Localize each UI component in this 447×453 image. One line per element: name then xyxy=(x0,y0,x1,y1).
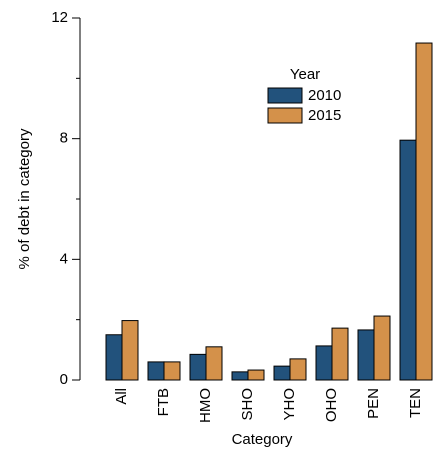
legend-title: Year xyxy=(290,66,320,83)
legend-label: 2015 xyxy=(308,107,341,124)
y-tick-label: 12 xyxy=(51,9,68,26)
x-tick-label: FTB xyxy=(155,388,172,416)
bar xyxy=(373,315,391,381)
bar xyxy=(105,334,123,381)
bar xyxy=(231,371,249,381)
x-tick-label: PEN xyxy=(365,388,382,419)
legend-swatch xyxy=(267,107,303,124)
bar xyxy=(415,42,433,381)
bar xyxy=(189,353,207,381)
x-tick-label: YHO xyxy=(281,388,298,421)
x-tick-label: All xyxy=(113,388,130,405)
bar xyxy=(289,358,307,381)
bar xyxy=(205,346,223,381)
legend-swatch xyxy=(267,87,303,104)
y-tick-label: 0 xyxy=(60,371,68,388)
bar xyxy=(315,345,333,381)
bar xyxy=(399,139,417,381)
bar xyxy=(147,361,165,381)
x-tick-label: TEN xyxy=(407,388,424,418)
x-tick-label: HMO xyxy=(197,388,214,423)
y-tick-label: 8 xyxy=(60,130,68,147)
bar xyxy=(357,329,375,381)
x-axis-label: Category xyxy=(232,431,293,448)
legend-label: 2010 xyxy=(308,87,341,104)
bar xyxy=(163,361,181,381)
y-tick-label: 4 xyxy=(60,250,68,267)
bar xyxy=(121,320,139,381)
bar xyxy=(273,365,291,381)
x-tick-label: SHO xyxy=(239,388,256,421)
bar xyxy=(247,369,265,381)
bar xyxy=(331,327,349,381)
x-tick-label: OHO xyxy=(323,388,340,422)
y-axis-label: % of debt in category xyxy=(16,128,33,269)
